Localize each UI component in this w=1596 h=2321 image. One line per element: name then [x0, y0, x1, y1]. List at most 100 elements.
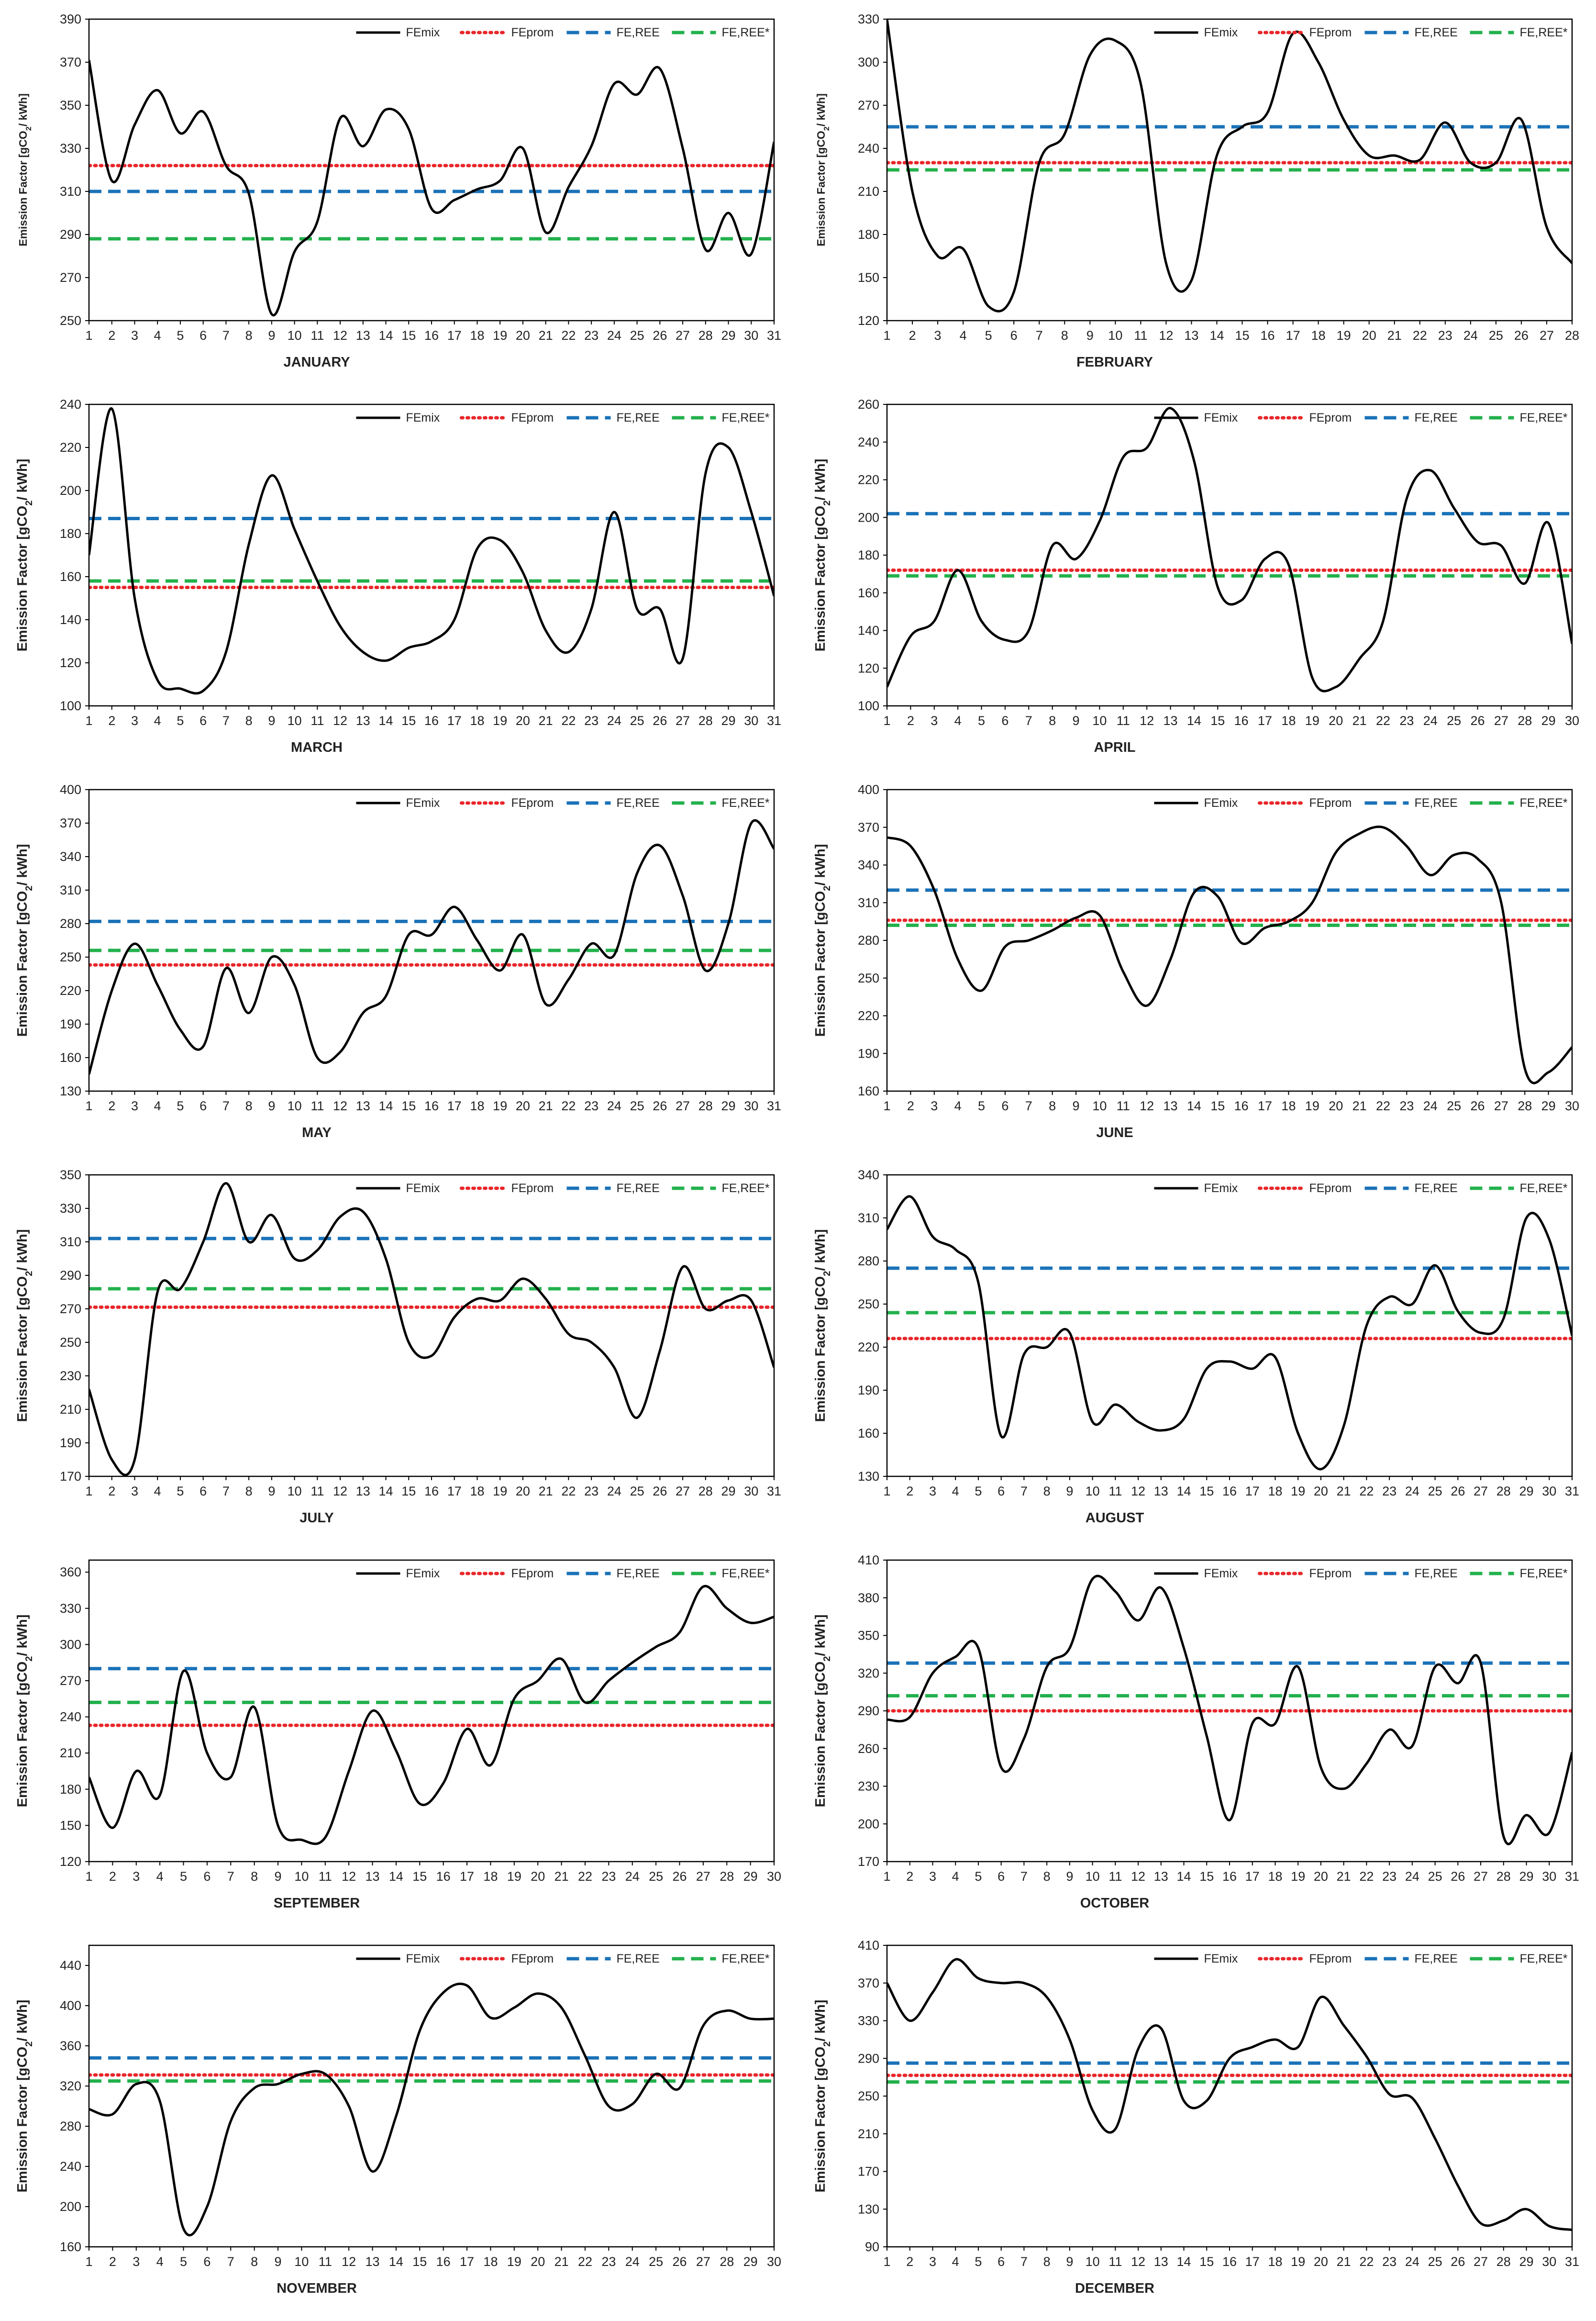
- x-tick-label: 1: [883, 1099, 890, 1113]
- x-tick-label: 16: [1222, 1869, 1237, 1884]
- y-tick-label: 160: [858, 1426, 879, 1440]
- y-tick-label: 160: [60, 1050, 81, 1065]
- y-tick-label: 90: [865, 2240, 879, 2254]
- y-tick-label: 220: [858, 1009, 879, 1023]
- x-tick-label: 19: [493, 328, 507, 343]
- y-tick-label: 100: [858, 699, 879, 713]
- x-tick-label: 3: [133, 1869, 140, 1884]
- x-tick-label: 19: [493, 714, 507, 728]
- legend-label-femix: FEmix: [1204, 1952, 1238, 1965]
- x-tick-label: 18: [1311, 328, 1326, 343]
- x-tick-label: 11: [1108, 1869, 1122, 1884]
- legend-label-feprom: FEprom: [511, 1567, 554, 1580]
- x-tick-label: 5: [978, 1099, 985, 1113]
- y-axis-title: Emission Factor [gCO2/ kWh]: [15, 2000, 34, 2193]
- x-tick-label: 20: [1362, 328, 1376, 343]
- x-tick-label: 17: [447, 1099, 462, 1113]
- x-tick-label: 6: [998, 2254, 1005, 2269]
- x-tick-label: 14: [379, 1099, 393, 1113]
- y-tick-label: 160: [858, 586, 879, 600]
- x-tick-label: 23: [601, 2254, 616, 2269]
- x-tick-label: 9: [1073, 1099, 1080, 1113]
- x-tick-label: 20: [516, 1099, 530, 1113]
- x-tick-label: 11: [319, 1869, 332, 1884]
- x-tick-label: 29: [721, 1484, 736, 1498]
- x-tick-label: 5: [180, 2254, 187, 2269]
- x-tick-label: 18: [470, 714, 484, 728]
- legend-label-femix: FEmix: [406, 796, 440, 810]
- legend-label-feree_star: FE,REE*: [1519, 411, 1567, 424]
- y-tick-label: 350: [858, 1629, 879, 1643]
- y-axis-title: Emission Factor [gCO2/ kWh]: [15, 1615, 34, 1808]
- x-tick-label: 3: [931, 714, 938, 728]
- x-tick-label: 6: [1001, 714, 1009, 728]
- y-tick-label: 200: [60, 483, 81, 498]
- y-tick-label: 250: [858, 971, 879, 985]
- x-tick-label: 3: [131, 328, 138, 343]
- x-tick-label: 11: [1117, 714, 1130, 728]
- x-tick-label: 7: [1036, 328, 1043, 343]
- chart-panel-april: 100 120 140 160 180 200 220 240 260 1 2 3 4 5 6 7 8 9 10 11…: [798, 385, 1596, 770]
- x-tick-label: 17: [460, 2254, 474, 2269]
- legend-label-femix: FEmix: [1204, 411, 1238, 424]
- legend-label-feprom: FEprom: [1309, 1182, 1352, 1195]
- x-tick-label: 1: [85, 1484, 92, 1498]
- x-tick-label: 22: [561, 1099, 576, 1113]
- x-tick-label: 15: [1199, 2254, 1214, 2269]
- x-tick-label: 24: [1405, 1484, 1419, 1498]
- x-tick-label: 29: [743, 1869, 758, 1884]
- x-tick-label: 21: [1337, 1869, 1351, 1884]
- x-axis-title: FEBRUARY: [1076, 355, 1153, 370]
- x-tick-label: 19: [1291, 1869, 1305, 1884]
- x-tick-label: 3: [131, 714, 138, 728]
- x-tick-label: 6: [998, 1869, 1005, 1884]
- x-tick-label: 17: [1245, 2254, 1260, 2269]
- y-tick-label: 140: [60, 613, 81, 627]
- x-tick-label: 25: [630, 328, 644, 343]
- y-tick-label: 310: [60, 184, 81, 199]
- x-tick-label: 10: [1086, 1869, 1100, 1884]
- x-tick-label: 31: [1565, 1484, 1579, 1498]
- legend-label-femix: FEmix: [406, 1567, 440, 1580]
- x-tick-label: 24: [607, 1099, 621, 1113]
- x-tick-label: 1: [883, 714, 890, 728]
- x-tick-label: 28: [1496, 2254, 1511, 2269]
- x-tick-label: 22: [1359, 1869, 1374, 1884]
- x-tick-label: 2: [108, 328, 115, 343]
- x-tick-label: 17: [447, 714, 462, 728]
- x-tick-label: 6: [998, 1484, 1005, 1498]
- y-tick-label: 350: [60, 1168, 81, 1182]
- x-tick-label: 24: [607, 714, 621, 728]
- x-tick-label: 19: [493, 1484, 507, 1498]
- x-tick-label: 13: [366, 1869, 380, 1884]
- x-tick-label: 14: [1187, 1099, 1201, 1113]
- y-tick-label: 370: [858, 1976, 879, 1990]
- x-axis-title: SEPTEMBER: [274, 1896, 360, 1911]
- y-tick-label: 210: [60, 1746, 81, 1760]
- x-tick-label: 10: [1092, 1099, 1107, 1113]
- x-tick-label: 5: [177, 1099, 184, 1113]
- y-tick-label: 340: [858, 858, 879, 872]
- plot-frame: [88, 403, 775, 707]
- x-tick-label: 25: [1428, 2254, 1442, 2269]
- y-axis-title: Emission Factor [gCO2/ kWh]: [813, 2000, 832, 2193]
- legend-label-feree_star: FE,REE*: [721, 1952, 769, 1965]
- x-tick-label: 12: [1140, 1099, 1154, 1113]
- x-tick-label: 27: [676, 714, 690, 728]
- x-tick-label: 13: [1154, 1869, 1168, 1884]
- x-tick-label: 26: [1451, 1869, 1465, 1884]
- x-tick-label: 4: [154, 1099, 161, 1113]
- x-tick-label: 24: [607, 328, 621, 343]
- x-tick-label: 26: [1514, 328, 1529, 343]
- legend-label-feree: FE,REE: [616, 1952, 659, 1965]
- plot-frame: [886, 18, 1573, 322]
- x-tick-label: 5: [975, 1869, 982, 1884]
- x-tick-label: 27: [696, 2254, 710, 2269]
- y-tick-label: 250: [858, 2089, 879, 2103]
- x-tick-label: 13: [356, 328, 370, 343]
- x-tick-label: 29: [1519, 2254, 1534, 2269]
- y-tick-label: 260: [858, 1741, 879, 1756]
